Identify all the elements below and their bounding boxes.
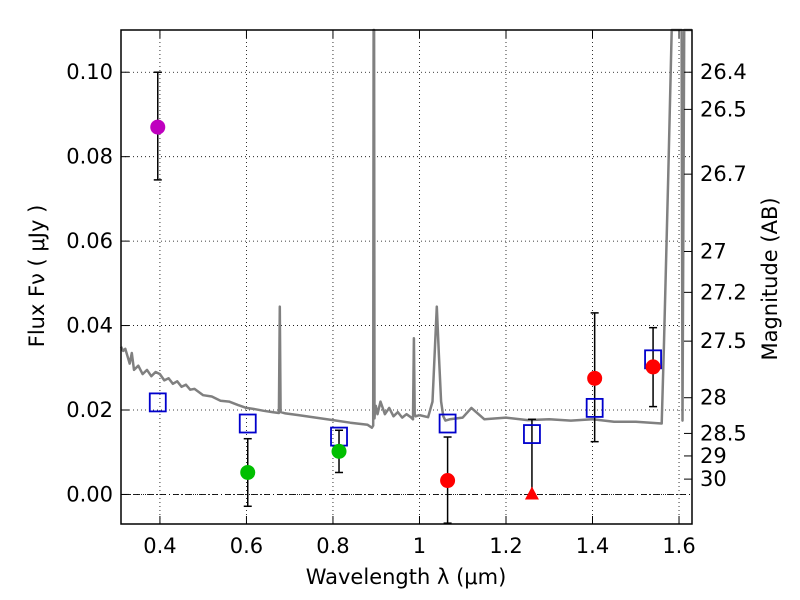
magnitude-tick-label: 28.5 [700, 421, 747, 445]
y-axis-label-right: Magnitude (AB) [758, 197, 782, 360]
magnitude-tick-label: 26.5 [700, 97, 747, 121]
model-flux-square [238, 413, 257, 434]
magnitude-tick-label: 26.4 [700, 60, 747, 84]
magnitude-tick-label: 27 [700, 239, 727, 263]
x-tick-label: 0.4 [143, 534, 176, 558]
y-tick-label: 0.02 [66, 398, 113, 422]
x-tick-label: 1.6 [662, 534, 695, 558]
y-tick-label: 0.04 [66, 314, 113, 338]
x-axis-label: Wavelength λ (μm) [306, 565, 507, 589]
model-flux-square [148, 392, 167, 413]
y-tick-labels: 0.00 0.02 0.04 0.06 0.08 0.10 [66, 60, 113, 506]
plot-frame [120, 29, 693, 525]
x-tick-labels: 0.4 0.6 0.8 1 1.2 1.4 1.6 [143, 534, 695, 558]
magnitude-tick-label: 28 [700, 386, 727, 410]
magnitude-tick-label: 30 [700, 467, 727, 491]
x-tick-label: 0.6 [230, 534, 263, 558]
flux-point [587, 370, 603, 386]
error-bars [153, 71, 658, 524]
y-tick-label: 0.08 [66, 145, 113, 169]
x-tick-label: 1.2 [489, 534, 522, 558]
model-flux-square [585, 397, 604, 418]
flux-point [150, 119, 166, 135]
axis-ticks [121, 30, 692, 524]
grid-lines [121, 30, 692, 524]
x-tick-label: 1 [413, 534, 426, 558]
x-tick-label: 1.4 [576, 534, 609, 558]
flux-point [240, 464, 256, 480]
upper-limit-triangle [524, 486, 539, 500]
flux-point [331, 443, 347, 459]
y-axis-label-left: Flux Fν ( μJy ) [25, 205, 49, 348]
model-sed-line [119, 28, 692, 429]
magnitude-tick-label: 27.2 [700, 280, 747, 304]
model-flux-square [438, 413, 457, 434]
x-tick-label: 0.8 [316, 534, 349, 558]
y-tick-label: 0.10 [66, 60, 113, 84]
y-tick-label: 0.00 [66, 482, 113, 506]
magnitude-tick-label: 27.5 [700, 329, 747, 353]
flux-point [440, 473, 456, 489]
data-markers [148, 119, 662, 500]
model-sed-curve [119, 28, 692, 429]
magnitude-tick-label: 26.7 [700, 162, 747, 186]
y-tick-label: 0.06 [66, 229, 113, 253]
flux-point [645, 359, 661, 375]
magnitude-tick-label: 29 [700, 444, 727, 468]
model-flux-square [523, 424, 541, 444]
